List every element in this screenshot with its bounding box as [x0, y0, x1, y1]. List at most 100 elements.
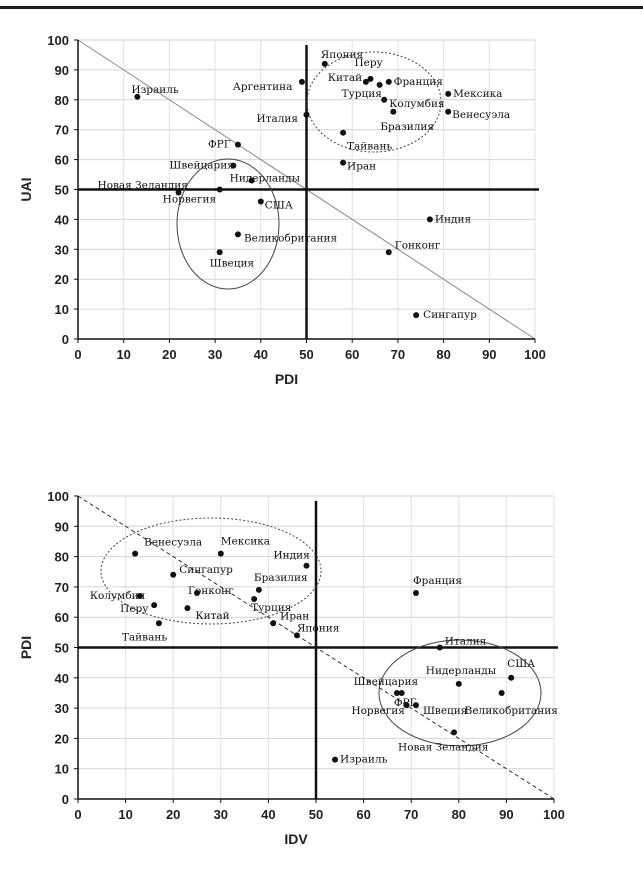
y-tick-label: 40 — [55, 671, 69, 686]
data-point — [451, 729, 458, 736]
chart-pdi-vs-idv: 0 10 20 30 40 50 60 70 80 90 100 0 10 20 30 40 50 60 70 80 9… — [18, 489, 565, 847]
point-label: Новая Зеландия — [98, 179, 189, 191]
point-label: Перу — [354, 57, 383, 69]
point-label: Франция — [413, 575, 462, 587]
data-point — [385, 78, 392, 85]
x-tick-label: 100 — [543, 807, 565, 822]
point-label: Венесуэла — [452, 109, 510, 121]
data-point — [340, 129, 347, 136]
data-point — [398, 689, 405, 696]
point-label: Перу — [120, 603, 149, 615]
x-tick-label: 90 — [482, 347, 496, 362]
x-tick-label: 60 — [345, 347, 359, 362]
point-label: Колумбия — [389, 98, 445, 110]
data-point — [508, 674, 515, 681]
y-tick-label: 70 — [55, 580, 69, 595]
data-point — [340, 159, 347, 166]
point-label: Сингапур — [423, 309, 477, 321]
x-tick-label: 0 — [74, 807, 81, 822]
data-point — [151, 602, 158, 609]
point-label: Аргентина — [233, 81, 292, 93]
point-label: Израиль — [131, 84, 179, 96]
data-point — [132, 550, 139, 557]
point-label: Нидерланды — [426, 665, 496, 677]
x-tick-label: 50 — [309, 807, 323, 822]
point-label: Гонконг — [188, 585, 234, 597]
data-point — [136, 592, 143, 599]
point-label: Венесуэла — [144, 537, 202, 549]
point-label: Япония — [321, 49, 364, 61]
data-point — [184, 605, 191, 612]
y-tick-label: 60 — [55, 153, 69, 168]
x-tick-label: 70 — [391, 347, 405, 362]
point-label: Турция — [342, 88, 383, 100]
y-tick-label: 80 — [55, 550, 69, 565]
point-label: Китай — [195, 610, 229, 622]
y-tick-label: 20 — [55, 272, 69, 287]
point-label: Сингапур — [179, 564, 233, 576]
point-label: Новая Зеландия — [398, 741, 489, 753]
data-point — [376, 81, 383, 88]
y-tick-label: 30 — [55, 242, 69, 257]
cluster-ellipse-anglo — [176, 158, 280, 290]
point-label: Швеция — [210, 257, 255, 269]
data-point — [321, 60, 328, 67]
data-point — [367, 75, 374, 82]
x-axis-title: PDI — [275, 371, 298, 387]
x-tick-label: 0 — [74, 347, 81, 362]
y-axis-title: PDI — [18, 636, 34, 659]
point-label: США — [507, 658, 535, 670]
data-point — [332, 756, 339, 763]
data-point — [257, 198, 264, 205]
chart-uai-vs-pdi: 0 10 20 30 40 50 60 70 80 90 100 0 10 20 30 40 50 60 70 80 9… — [18, 33, 546, 387]
x-tick-label: 40 — [254, 347, 268, 362]
x-tick-label: 30 — [208, 347, 222, 362]
y-tick-label: 40 — [55, 212, 69, 227]
y-tick-label: 30 — [55, 701, 69, 716]
data-point — [390, 108, 397, 115]
point-label: Швейцария — [354, 676, 419, 688]
x-tick-label: 90 — [499, 807, 513, 822]
data-point — [248, 177, 255, 184]
point-label: Норвегия — [351, 705, 405, 717]
y-tick-label: 60 — [55, 610, 69, 625]
y-tick-label: 50 — [55, 183, 69, 198]
data-point — [412, 589, 419, 596]
point-label: Бразилия — [380, 121, 434, 133]
point-label: Франция — [394, 76, 443, 88]
data-point — [298, 78, 305, 85]
data-point — [303, 562, 310, 569]
data-point — [445, 108, 452, 115]
data-point — [412, 702, 419, 709]
x-tick-label: 10 — [116, 347, 130, 362]
x-axis-title: IDV — [284, 831, 308, 847]
y-tick-label: 0 — [62, 792, 69, 807]
data-point — [445, 90, 452, 97]
point-label: Тайвань — [347, 141, 392, 153]
y-tick-label: 100 — [47, 33, 69, 48]
point-label: Китай — [328, 72, 362, 84]
y-tick-label: 0 — [62, 332, 69, 347]
data-point — [155, 620, 162, 627]
data-point — [455, 680, 462, 687]
y-tick-label: 10 — [55, 762, 69, 777]
data-point — [194, 589, 200, 596]
point-label: Италия — [257, 113, 299, 125]
point-label: Норвегия — [163, 194, 217, 206]
data-point — [216, 249, 223, 256]
point-label: Швеция — [423, 705, 468, 717]
point-label: Гонконг — [395, 239, 441, 251]
point-label: ФРГ — [208, 139, 231, 151]
cluster-ellipse-collectivist — [100, 517, 322, 625]
point-label: Израиль — [340, 754, 388, 766]
data-point — [385, 249, 392, 256]
point-label: Индия — [273, 550, 310, 562]
data-point — [393, 689, 400, 696]
x-tick-label: 20 — [166, 807, 180, 822]
x-tick-label: 30 — [214, 807, 228, 822]
data-point — [234, 141, 241, 148]
point-label: Тайвань — [122, 631, 167, 643]
data-point — [234, 231, 241, 238]
data-point — [170, 571, 177, 578]
data-point — [216, 186, 223, 193]
